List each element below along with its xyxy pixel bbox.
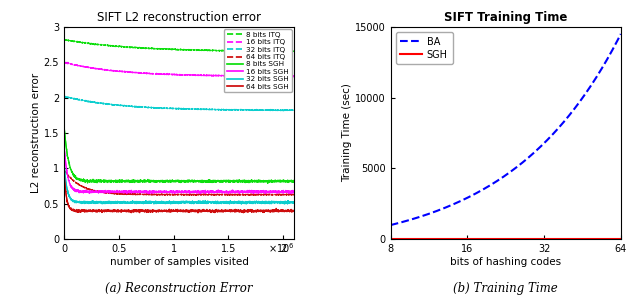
Text: (b) Training Time: (b) Training Time [453, 282, 558, 295]
SGH [523, 237, 531, 241]
SGH [387, 237, 394, 241]
Y-axis label: L2 reconstruction error: L2 reconstruction error [31, 73, 41, 193]
Y-axis label: Training Time (sec): Training Time (sec) [342, 84, 353, 182]
Text: (a) Reconstruction Error: (a) Reconstruction Error [106, 282, 253, 295]
BA [617, 32, 625, 36]
BA [388, 223, 396, 227]
SGH [580, 237, 588, 241]
Legend: BA, SGH: BA, SGH [396, 32, 452, 64]
Title: SIFT Training Time: SIFT Training Time [444, 11, 568, 24]
SGH [617, 237, 625, 241]
Legend: 8 bits ITQ, 16 bits ITQ, 32 bits ITQ, 64 bits ITQ, 8 bits SGH, 16 bits SGH, 32 b: 8 bits ITQ, 16 bits ITQ, 32 bits ITQ, 64… [224, 29, 292, 92]
Text: $\times10^6$: $\times10^6$ [268, 241, 294, 255]
BA [595, 71, 603, 74]
BA [524, 156, 532, 160]
X-axis label: number of samples visited: number of samples visited [109, 257, 248, 267]
BA [528, 153, 536, 157]
BA [387, 223, 394, 227]
X-axis label: bits of hashing codes: bits of hashing codes [450, 257, 561, 267]
Line: BA: BA [390, 34, 621, 225]
SGH [524, 237, 532, 241]
SGH [388, 237, 396, 241]
BA [580, 93, 588, 97]
SGH [595, 237, 603, 241]
Title: SIFT L2 reconstruction error: SIFT L2 reconstruction error [97, 11, 261, 24]
SGH [528, 237, 536, 241]
BA [523, 157, 531, 161]
